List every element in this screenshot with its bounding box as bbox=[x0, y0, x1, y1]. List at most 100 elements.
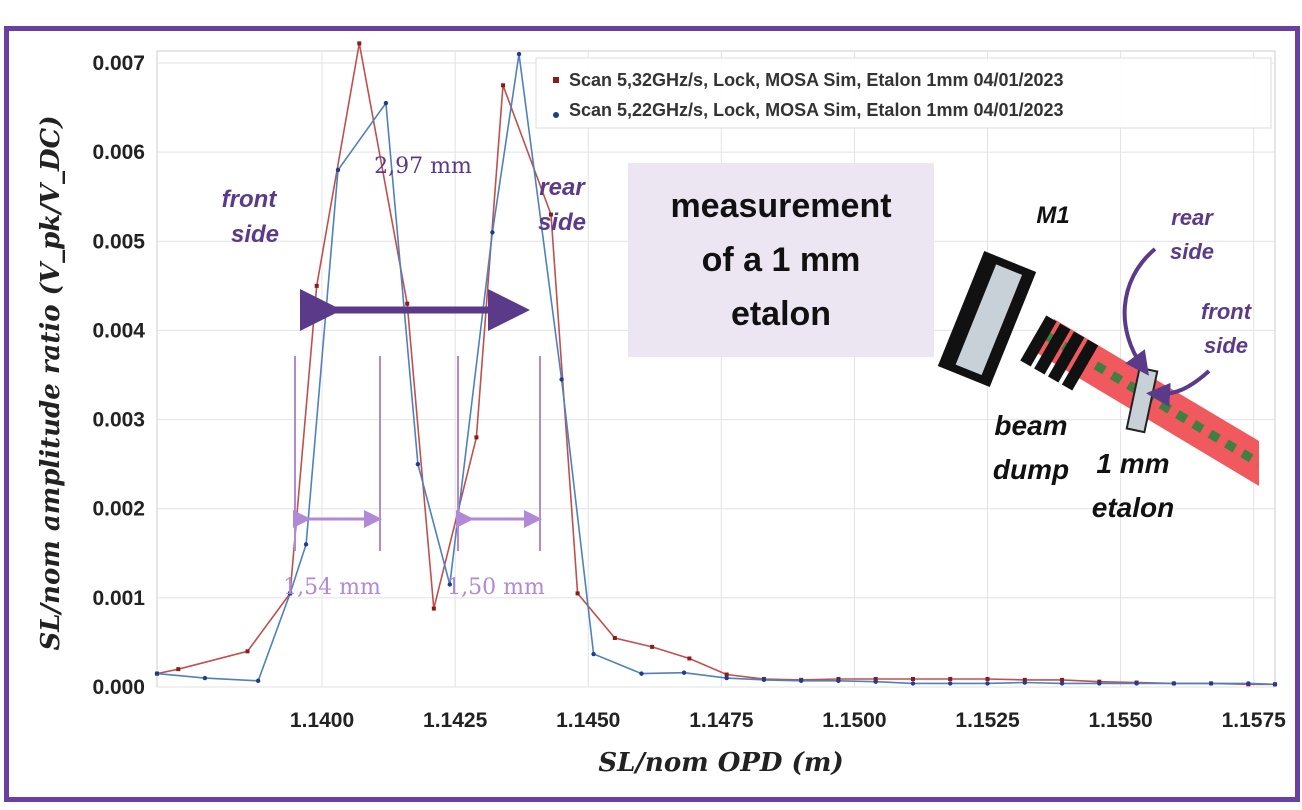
series-1-point bbox=[176, 667, 181, 672]
series-2-point bbox=[415, 461, 421, 467]
series-2-point bbox=[591, 651, 596, 657]
series-2-point bbox=[1134, 681, 1139, 686]
annotations: front side rear side 2,97 mm 1,54 mm 1,5… bbox=[222, 154, 587, 600]
chart: 1.1400 1.1425 1.1450 1.1475 1.1500 1.1525 1.15… bbox=[36, 41, 1287, 778]
series-2-point bbox=[490, 230, 495, 235]
y-tick-label: 0.001 bbox=[92, 587, 145, 610]
series-layer bbox=[154, 41, 1278, 687]
series-2-point bbox=[303, 542, 309, 547]
series-2-point bbox=[1272, 682, 1278, 687]
series-2-point bbox=[516, 51, 522, 57]
x-axis-title: SL/nom OPD (m) bbox=[598, 748, 843, 778]
series-2-point bbox=[447, 582, 453, 587]
series-2-point bbox=[761, 677, 767, 683]
series-1-point bbox=[873, 676, 878, 681]
y-tick-label: 0.000 bbox=[92, 676, 145, 699]
distance-label-right: 1,50 mm bbox=[447, 575, 545, 600]
distance-label-mid: 2,97 mm bbox=[374, 154, 472, 179]
series-1-point bbox=[650, 644, 655, 649]
series-2-point bbox=[1171, 681, 1177, 686]
y-tick-label: 0.004 bbox=[92, 319, 145, 342]
rear-side-label-2: side bbox=[538, 209, 586, 236]
beam-dump-label-2: dump bbox=[993, 454, 1069, 485]
etalon-label-1: 1 mm bbox=[1096, 448, 1169, 479]
series-1-point bbox=[910, 676, 915, 681]
series-1-point bbox=[405, 301, 410, 306]
rear-side-arrow bbox=[1122, 247, 1157, 376]
x-tick-label: 1.1500 bbox=[822, 709, 886, 732]
series-2-point bbox=[1246, 681, 1251, 686]
info-box-bg bbox=[628, 163, 934, 357]
series-1-point bbox=[548, 212, 553, 217]
series-1-point bbox=[314, 283, 319, 288]
front-side-label-2: side bbox=[231, 221, 279, 248]
etalon-schematic: M1 rear side front side beam dump 1 mm e… bbox=[937, 202, 1262, 523]
series-1-point bbox=[687, 656, 692, 661]
beam-dump-icon bbox=[1020, 315, 1099, 391]
x-tick-label: 1.1525 bbox=[955, 709, 1020, 732]
legend: Scan 5,32GHz/s, Lock, MOSA Sim, Etalon 1… bbox=[535, 57, 1272, 129]
figure-frame: 1.1400 1.1425 1.1450 1.1475 1.1500 1.1525 1.15… bbox=[4, 26, 1300, 802]
info-box: measurement of a 1 mm etalon bbox=[628, 163, 934, 357]
series-2-point bbox=[335, 167, 341, 173]
series-1-point bbox=[431, 606, 436, 611]
series-1-point bbox=[474, 435, 479, 440]
series-2-point bbox=[724, 675, 729, 681]
y-tick-label: 0.002 bbox=[92, 498, 145, 521]
series-2-point bbox=[836, 678, 841, 683]
front-side-arrow bbox=[1146, 369, 1211, 407]
schematic-front-label-2: side bbox=[1204, 333, 1248, 358]
series-1-point bbox=[1060, 677, 1065, 682]
series-2-point bbox=[1097, 681, 1102, 686]
series-1-point bbox=[575, 591, 580, 596]
front-side-label-1: front bbox=[222, 186, 278, 213]
legend-marker-series-1 bbox=[553, 77, 559, 83]
x-tick-label: 1.1475 bbox=[689, 709, 754, 732]
series-2-point bbox=[639, 671, 644, 676]
y-tick-label: 0.006 bbox=[92, 141, 145, 164]
y-tick-label: 0.003 bbox=[92, 409, 145, 432]
series-2-point bbox=[154, 671, 160, 676]
series-2-point bbox=[985, 681, 990, 686]
y-tick-label: 0.005 bbox=[92, 230, 145, 253]
y-tick-label: 0.007 bbox=[92, 52, 145, 75]
x-tick-label: 1.1575 bbox=[1222, 709, 1287, 732]
beam-dump-label-1: beam bbox=[994, 410, 1067, 441]
legend-marker-series-2 bbox=[553, 112, 559, 118]
series-1-point bbox=[985, 676, 990, 681]
series-2-point bbox=[559, 377, 564, 382]
series-2-point bbox=[202, 675, 208, 681]
schematic-rear-label-2: side bbox=[1170, 239, 1214, 264]
distance-label-left: 1,54 mm bbox=[283, 575, 381, 600]
series-1-point bbox=[724, 672, 729, 677]
x-tick-label: 1.1550 bbox=[1088, 709, 1152, 732]
series-1-point bbox=[357, 41, 362, 46]
y-axis-title: SL/nom amplitude ratio (V_pk/V_DC) bbox=[36, 115, 66, 650]
x-tick-label: 1.1425 bbox=[423, 709, 488, 732]
series-2-point bbox=[1208, 681, 1214, 686]
series-1-point bbox=[245, 649, 250, 654]
series-2-point bbox=[1022, 680, 1027, 685]
schematic-rear-label-1: rear bbox=[1171, 205, 1214, 230]
series-2-point bbox=[798, 678, 804, 683]
legend-label-series-1: Scan 5,32GHz/s, Lock, MOSA Sim, Etalon 1… bbox=[569, 70, 1064, 90]
series-2-point bbox=[383, 100, 389, 106]
rear-side-label-1: rear bbox=[539, 174, 586, 201]
series-2-point bbox=[948, 681, 953, 686]
series-2-point bbox=[287, 591, 293, 596]
x-tick-label: 1.1450 bbox=[556, 709, 620, 732]
series-1-point bbox=[501, 83, 506, 88]
info-box-line-1: measurement bbox=[670, 187, 891, 225]
series-2-point bbox=[1059, 681, 1065, 686]
mirror-icon bbox=[937, 251, 1037, 387]
mirror-label: M1 bbox=[1036, 202, 1069, 229]
info-box-line-3: etalon bbox=[731, 295, 831, 333]
y-axis-ticks: 0.000 0.001 0.002 0.003 0.004 0.005 0.006 0.007 bbox=[92, 52, 145, 699]
series-1-point bbox=[612, 635, 617, 640]
series-2-point bbox=[681, 670, 687, 675]
series-1-point bbox=[1022, 677, 1027, 682]
series-1-point bbox=[948, 676, 953, 681]
x-tick-label: 1.1400 bbox=[290, 709, 354, 732]
series-2-point bbox=[910, 681, 916, 686]
series-2-point bbox=[873, 679, 878, 684]
